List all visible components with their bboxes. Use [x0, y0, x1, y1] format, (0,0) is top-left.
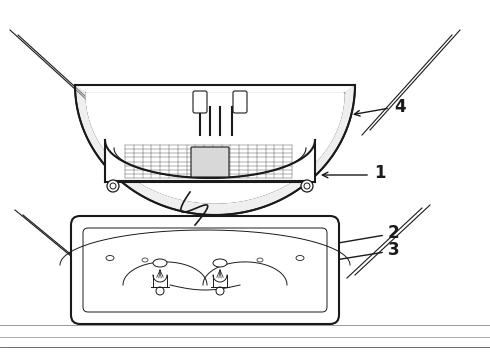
Polygon shape [105, 140, 315, 182]
Text: 2: 2 [388, 224, 400, 242]
Circle shape [156, 287, 164, 295]
Ellipse shape [296, 256, 304, 261]
Circle shape [107, 180, 119, 192]
FancyBboxPatch shape [233, 91, 247, 113]
Ellipse shape [106, 256, 114, 261]
Ellipse shape [153, 259, 167, 267]
Polygon shape [75, 85, 355, 215]
Polygon shape [86, 93, 344, 203]
Circle shape [216, 287, 224, 295]
Polygon shape [123, 262, 207, 285]
Circle shape [304, 183, 310, 189]
Polygon shape [213, 275, 227, 287]
Polygon shape [203, 262, 287, 285]
Text: 4: 4 [394, 98, 406, 116]
Ellipse shape [257, 258, 263, 262]
FancyBboxPatch shape [71, 216, 339, 324]
Text: 1: 1 [374, 164, 386, 182]
Polygon shape [153, 275, 167, 287]
FancyBboxPatch shape [191, 147, 229, 177]
FancyBboxPatch shape [193, 91, 207, 113]
Circle shape [301, 180, 313, 192]
Circle shape [110, 183, 116, 189]
Ellipse shape [213, 259, 227, 267]
Ellipse shape [142, 258, 148, 262]
Text: 3: 3 [388, 241, 400, 259]
